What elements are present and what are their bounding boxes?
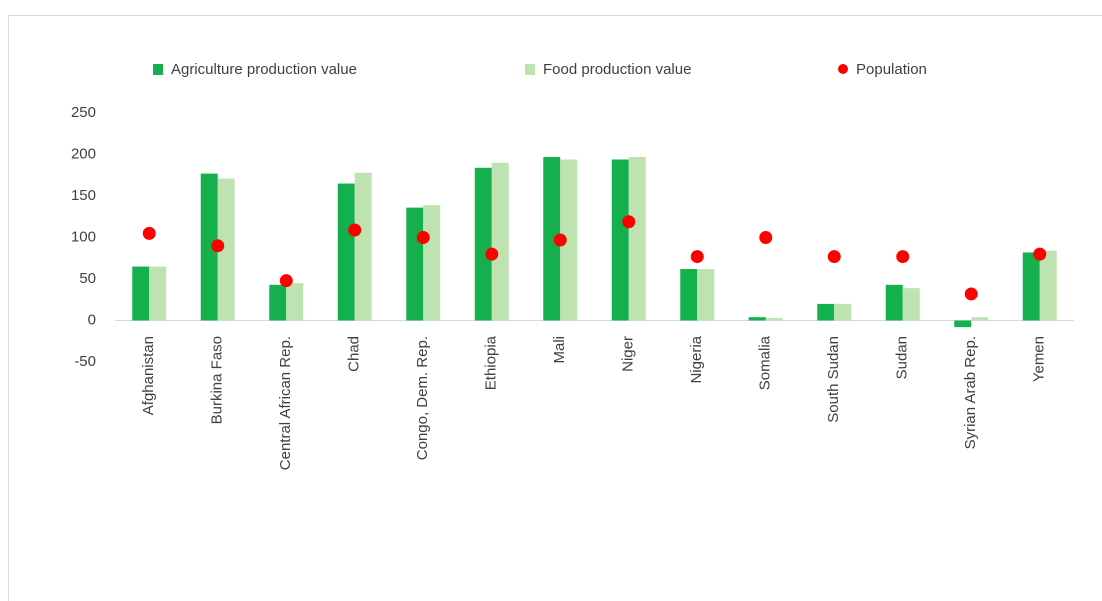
bar <box>697 269 715 321</box>
bar <box>680 269 698 321</box>
point <box>142 226 156 240</box>
legend-label: Population <box>856 61 927 78</box>
bar <box>354 172 372 321</box>
bar <box>1039 250 1057 321</box>
bar <box>611 159 629 321</box>
x-tick-label: Mali <box>551 336 568 364</box>
point <box>964 287 978 301</box>
bar <box>1022 252 1040 321</box>
x-tick-label: Sudan <box>894 336 911 379</box>
point <box>348 223 362 237</box>
y-tick-label: 150 <box>71 187 96 204</box>
point <box>622 215 636 229</box>
legend-label: Food production value <box>543 61 691 78</box>
legend-marker <box>838 64 848 74</box>
y-tick-label: 200 <box>71 145 96 162</box>
legend-marker <box>525 64 535 75</box>
bar <box>954 320 972 328</box>
bar <box>560 159 578 321</box>
bar <box>765 318 783 321</box>
x-tick-label: Yemen <box>1031 336 1048 382</box>
x-tick-label: South Sudan <box>825 336 842 423</box>
bar <box>971 317 989 321</box>
bar <box>149 266 167 321</box>
bar <box>543 156 561 321</box>
point <box>416 231 430 244</box>
bar <box>269 284 287 321</box>
legend-marker <box>153 64 163 75</box>
legend-label: Agriculture production value <box>171 61 357 78</box>
x-tick-label: Burkina Faso <box>209 336 226 424</box>
bar <box>132 266 150 321</box>
point <box>553 233 567 247</box>
bar <box>817 303 835 321</box>
x-tick-label: Chad <box>346 336 363 372</box>
point <box>211 239 225 253</box>
y-tick-label: 100 <box>71 228 96 245</box>
x-tick-label: Afghanistan <box>140 336 157 415</box>
bar <box>200 173 218 321</box>
point <box>690 250 704 264</box>
bar <box>902 288 920 321</box>
y-tick-label: -50 <box>74 353 96 370</box>
x-tick-label: Central African Rep. <box>277 336 294 470</box>
bar <box>337 183 355 321</box>
x-tick-label: Congo, Dem. Rep. <box>414 336 431 460</box>
bar <box>217 178 235 321</box>
bar <box>748 317 766 321</box>
y-tick-label: 0 <box>88 311 96 328</box>
x-tick-label: Somalia <box>757 335 774 390</box>
point <box>485 247 499 261</box>
point <box>827 250 841 264</box>
bar <box>474 167 492 321</box>
x-tick-label: Nigeria <box>688 335 705 383</box>
bar <box>423 205 441 321</box>
bar <box>834 303 852 321</box>
bar <box>406 207 424 321</box>
bar <box>628 156 646 321</box>
x-tick-label: Niger <box>620 336 637 372</box>
point <box>1033 247 1047 261</box>
point <box>896 250 910 264</box>
bar <box>491 162 509 321</box>
x-tick-label: Ethiopia <box>483 335 500 390</box>
x-tick-label: Syrian Arab Rep. <box>962 336 979 449</box>
y-tick-label: 250 <box>71 104 96 121</box>
point <box>759 231 773 244</box>
point <box>279 274 293 288</box>
bar <box>286 283 304 321</box>
bar <box>885 284 903 321</box>
y-tick-label: 50 <box>79 270 96 287</box>
